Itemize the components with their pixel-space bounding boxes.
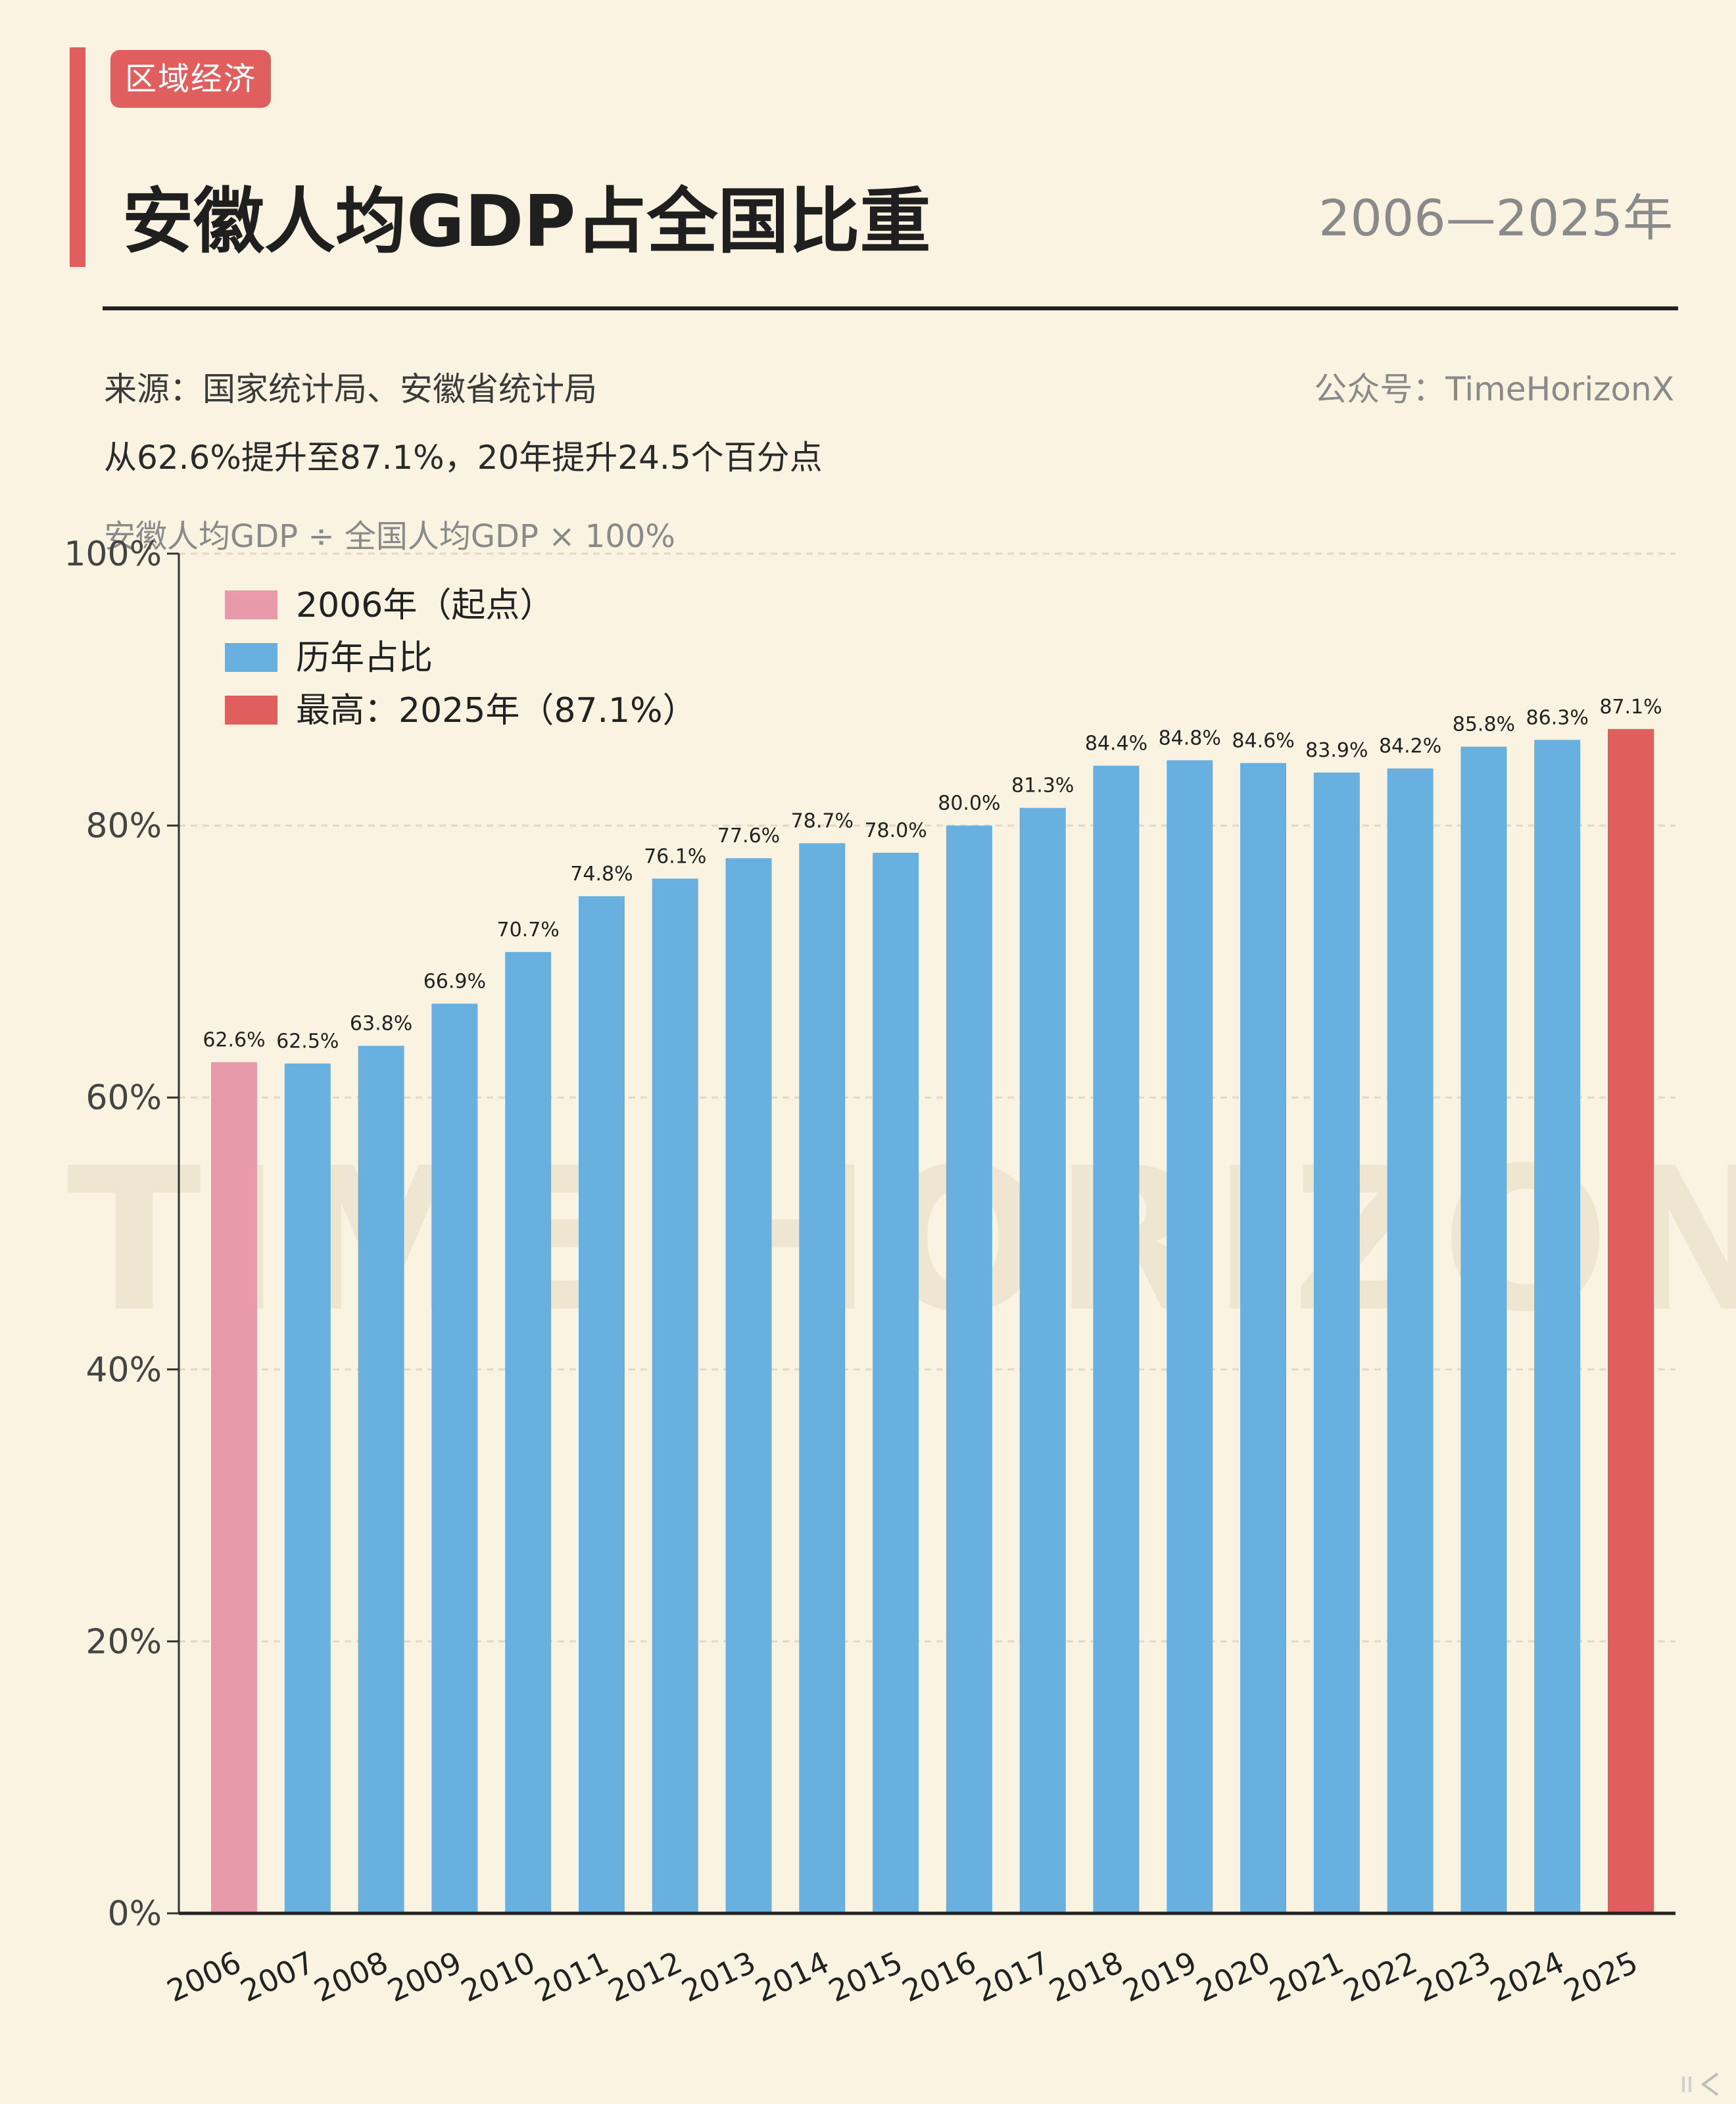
data-label: 81.3%: [1011, 775, 1074, 798]
data-label: 66.9%: [423, 970, 486, 993]
legend-swatch: [225, 696, 277, 725]
x-tick-label: 2011: [529, 1944, 614, 2009]
data-label: 70.7%: [497, 919, 560, 942]
data-label: 86.3%: [1526, 706, 1589, 729]
bar-2009: [431, 1003, 478, 1913]
formula-note: 安徽人均GDP ÷ 全国人均GDP × 100%: [104, 518, 675, 555]
x-tick-label: 2025: [1558, 1944, 1643, 2009]
y-tick-label: 80%: [85, 807, 162, 846]
y-tick-label: 40%: [85, 1351, 162, 1390]
bar-2014: [799, 843, 846, 1913]
bar-2008: [358, 1045, 404, 1913]
data-label: 63.8%: [350, 1013, 412, 1036]
bar-2020: [1240, 763, 1287, 1913]
x-tick-label: 2014: [750, 1944, 834, 2009]
data-label: 84.6%: [1232, 729, 1294, 752]
x-tick-label: 2007: [235, 1944, 320, 2009]
data-label: 84.2%: [1379, 735, 1441, 758]
data-label: 62.6%: [203, 1028, 265, 1051]
legend-swatch: [225, 643, 277, 672]
x-tick-label: 2010: [456, 1944, 541, 2009]
y-tick-label: 100%: [64, 535, 162, 574]
accent-bar: [70, 47, 85, 267]
data-label: 84.8%: [1159, 727, 1221, 750]
data-label: 76.1%: [644, 845, 706, 868]
legend-swatch: [225, 590, 277, 619]
x-tick-label: 2024: [1485, 1944, 1570, 2009]
x-tick-label: 2020: [1191, 1944, 1276, 2009]
bar-2012: [652, 878, 698, 1913]
legend-label: 2006年（起点）: [296, 586, 554, 625]
data-label: 78.7%: [791, 809, 854, 832]
data-label: 78.0%: [864, 819, 927, 842]
data-source: 来源：国家统计局、安徽省统计局: [104, 370, 597, 408]
bar-2024: [1534, 740, 1581, 1913]
account-name: 公众号：TimeHorizonX: [1314, 370, 1674, 408]
data-label: 80.0%: [938, 792, 1000, 815]
data-label: 85.8%: [1453, 713, 1515, 736]
bar-2011: [578, 896, 625, 1913]
x-tick-label: 2023: [1411, 1944, 1496, 2009]
bar-2006: [211, 1062, 257, 1913]
x-tick-label: 2018: [1044, 1944, 1128, 2009]
data-label: 74.8%: [570, 863, 633, 886]
y-tick-label: 0%: [108, 1894, 162, 1934]
legend-label: 历年占比: [296, 638, 433, 678]
category-tag: 区域经济: [110, 50, 272, 108]
chart-subtitle: 从62.6%提升至87.1%，20年提升24.5个百分点: [104, 439, 823, 477]
bar-2015: [873, 852, 919, 1913]
bar-2013: [725, 858, 772, 1913]
x-tick-label: 2017: [970, 1944, 1055, 2009]
data-label: 84.4%: [1085, 732, 1147, 755]
x-tick-label: 2022: [1338, 1944, 1422, 2009]
x-tick-label: 2008: [308, 1944, 393, 2009]
data-label: 83.9%: [1305, 739, 1368, 762]
y-tick-label: 20%: [85, 1622, 162, 1662]
x-tick-label: 2021: [1265, 1944, 1349, 2009]
x-tick-label: 2006: [162, 1944, 247, 2009]
bar-2010: [505, 951, 552, 1913]
title-divider: [103, 306, 1678, 310]
bar-2025: [1608, 729, 1654, 1913]
bar-2007: [284, 1063, 331, 1913]
page-title: 安徽人均GDP占全国比重: [122, 181, 931, 263]
legend-label: 最高：2025年（87.1%）: [296, 691, 697, 730]
x-tick-label: 2012: [602, 1944, 687, 2009]
x-tick-label: 2016: [897, 1944, 982, 2009]
bar-2022: [1387, 768, 1434, 1913]
bar-2019: [1167, 760, 1213, 1913]
bar-2023: [1460, 746, 1507, 1913]
x-tick-label: 2013: [676, 1944, 761, 2009]
bar-2018: [1093, 765, 1140, 1913]
x-tick-label: 2009: [382, 1944, 467, 2009]
data-label: 77.6%: [717, 825, 780, 848]
bar-2016: [946, 825, 992, 1913]
bar-2017: [1019, 807, 1066, 1913]
year-range: 2006—2025年: [1318, 189, 1673, 247]
x-tick-label: 2015: [823, 1944, 908, 2009]
data-label: 87.1%: [1599, 696, 1662, 719]
data-label: 62.5%: [276, 1030, 339, 1053]
resize-handle-icon: [1682, 2072, 1719, 2096]
x-tick-label: 2019: [1117, 1944, 1202, 2009]
bar-2021: [1313, 772, 1360, 1913]
y-tick-label: 60%: [85, 1078, 162, 1118]
